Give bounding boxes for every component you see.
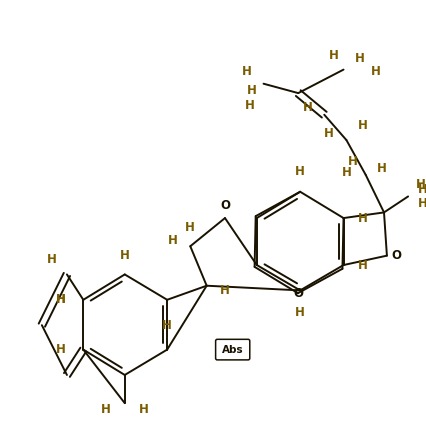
Text: H: H [294, 165, 305, 177]
Text: O: O [391, 249, 400, 262]
Text: H: H [46, 253, 56, 266]
Text: H: H [357, 258, 367, 272]
Text: H: H [242, 65, 251, 78]
Text: H: H [56, 293, 66, 306]
Text: O: O [292, 287, 302, 300]
Text: H: H [139, 403, 149, 416]
Text: H: H [417, 197, 426, 209]
Text: H: H [185, 221, 195, 234]
Text: H: H [376, 162, 386, 175]
Text: H: H [167, 234, 178, 247]
Text: H: H [354, 52, 364, 65]
Text: H: H [100, 403, 110, 416]
Text: H: H [302, 101, 312, 114]
Text: Abs: Abs [222, 345, 243, 355]
Text: H: H [357, 212, 367, 225]
Text: H: H [328, 49, 338, 62]
Text: H: H [415, 178, 425, 191]
Text: H: H [357, 120, 367, 132]
Text: H: H [56, 293, 66, 306]
Text: O: O [219, 199, 230, 212]
Text: H: H [369, 65, 380, 78]
FancyBboxPatch shape [215, 339, 249, 360]
Text: H: H [56, 343, 66, 356]
Text: H: H [219, 284, 229, 297]
Text: H: H [348, 155, 357, 168]
Text: H: H [245, 99, 254, 112]
Text: H: H [294, 306, 305, 318]
Text: H: H [120, 249, 130, 262]
Text: H: H [323, 127, 333, 140]
Text: H: H [247, 84, 256, 97]
Text: H: H [162, 319, 172, 332]
Text: H: H [341, 166, 351, 180]
Text: H: H [417, 184, 426, 196]
